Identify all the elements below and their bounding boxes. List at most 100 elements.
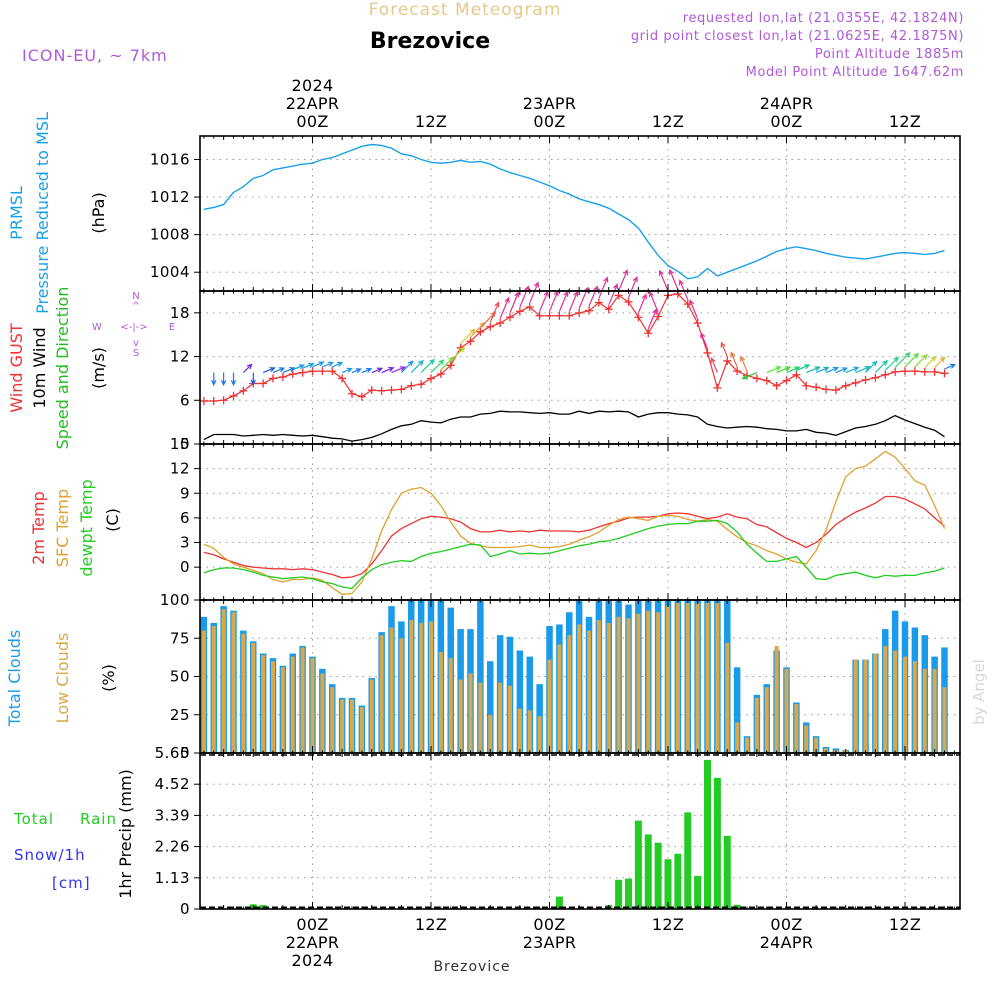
pressure-label-prmsl: PRMSL	[7, 186, 26, 240]
low-cloud-bar	[507, 685, 513, 753]
gust-marker	[486, 322, 495, 331]
y-tick-label: 1016	[150, 150, 190, 168]
low-cloud-bar	[517, 708, 522, 753]
bottom-time-label: 22APR	[286, 933, 340, 952]
wind-arrow	[647, 308, 658, 330]
wind-arrow	[884, 356, 900, 371]
bottom-time-label: 12Z	[415, 915, 447, 934]
gust-marker	[594, 298, 603, 307]
total-cloud-bar	[516, 650, 524, 753]
low-cloud-bar	[320, 673, 325, 753]
low-cloud-bar	[794, 704, 799, 753]
gust-marker	[762, 376, 771, 385]
sfc-temp-label: SFC Temp	[53, 489, 72, 567]
low-cloud-bar	[231, 612, 236, 753]
y-tick-label: 12	[170, 348, 190, 366]
low-cloud-bar	[241, 633, 246, 753]
wind-arrow	[740, 355, 748, 372]
wind-arrow	[539, 290, 549, 312]
gust-marker	[871, 373, 880, 382]
low-cloud-bar	[359, 707, 364, 753]
gust-marker	[278, 372, 287, 381]
gust-marker	[506, 313, 514, 322]
gust-marker	[407, 381, 416, 390]
rain-bar	[684, 812, 692, 909]
wind-arrow	[835, 367, 849, 374]
app-title: Forecast Meteogram	[369, 0, 562, 20]
wind-arrow	[608, 283, 619, 306]
gust-marker	[910, 367, 919, 376]
low-cloud-bar	[744, 737, 750, 753]
wind-arrow	[648, 290, 659, 313]
low-cloud-bar	[369, 679, 374, 753]
wind-arrow	[341, 367, 353, 374]
low-cloud-bar	[557, 644, 562, 753]
low-cloud-bar	[784, 668, 789, 753]
gust-marker	[417, 380, 426, 389]
panel-frame	[199, 443, 961, 601]
low-cloud-bar	[646, 610, 651, 753]
gust-marker	[920, 367, 929, 376]
low-cloud-bar	[547, 659, 552, 753]
low-cloud-bar	[893, 650, 898, 753]
low-cloud-bar	[330, 687, 335, 753]
rain-bar	[723, 835, 731, 909]
top-time-label: 00Z	[296, 112, 328, 131]
top-time-label: 24APR	[760, 94, 814, 113]
wind-arrow	[509, 291, 520, 314]
wind-arrow	[351, 368, 362, 374]
dewpt-label: dewpt Temp	[77, 479, 96, 576]
low-cloud-bar	[211, 626, 216, 753]
gust-marker	[288, 370, 297, 379]
dewpt-line	[203, 519, 945, 590]
wind-arrow	[230, 372, 237, 387]
y-tick-label: 12	[170, 460, 190, 478]
low-cloud-bar	[764, 687, 769, 753]
y-tick-label: 0	[180, 900, 190, 918]
gust-marker	[436, 370, 445, 379]
gust-marker	[624, 297, 633, 306]
wind-arrow	[796, 364, 811, 371]
panel-frame	[199, 752, 961, 910]
wind-arrow	[944, 363, 957, 370]
total-clouds-label: Total Clouds	[5, 630, 24, 728]
temp-unit: (C)	[103, 508, 122, 532]
wind-arrow	[242, 363, 253, 374]
low-cloud-bar	[863, 659, 868, 753]
rain-bar	[625, 878, 632, 909]
precip-snow-unit: [cm]	[52, 874, 91, 892]
gust-marker	[713, 383, 722, 392]
gust-marker	[575, 308, 584, 317]
wind-10m-label: 10m Wind	[30, 327, 49, 408]
gust-marker	[476, 327, 485, 336]
requested-coords: requested lon,lat (21.0355E, 42.1824N)	[683, 11, 964, 26]
y-tick-label: 1008	[150, 226, 190, 244]
grid-lines	[200, 136, 960, 909]
gust-marker	[881, 370, 890, 379]
wind-arrow	[361, 367, 373, 374]
gust-marker	[940, 369, 949, 378]
low-cloud-bar	[537, 716, 542, 753]
wind-arrow	[400, 360, 414, 374]
wind-arrow	[668, 268, 679, 290]
low-cloud-bar	[853, 659, 858, 753]
wind-speed-line	[203, 410, 945, 442]
low-cloud-bar	[912, 661, 917, 753]
clouds-bars	[200, 600, 948, 753]
wind-arrow	[211, 372, 217, 387]
wind-arrow	[766, 366, 782, 374]
gust-marker	[535, 311, 544, 320]
rain-bar	[634, 820, 642, 909]
low-cloud-bar	[251, 642, 256, 753]
compass-w: W	[92, 322, 102, 333]
low-cloud-bar	[438, 652, 443, 753]
rain-bar	[644, 834, 652, 909]
wind-arrow	[220, 372, 227, 387]
y-tick-label: 18	[170, 304, 190, 322]
low-cloud-bar	[567, 635, 572, 753]
wind-arrow	[371, 367, 384, 374]
low-cloud-bar	[261, 655, 266, 753]
model-label: ICON-EU, ~ 7km	[22, 46, 168, 65]
wind-arrow	[741, 372, 758, 380]
